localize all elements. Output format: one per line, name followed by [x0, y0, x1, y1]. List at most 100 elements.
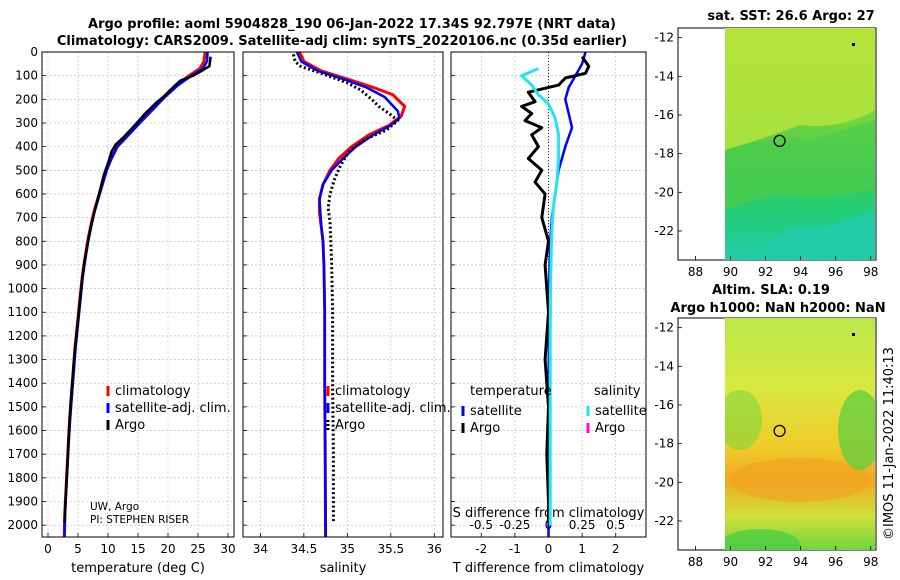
map-x-tick-label: 94: [793, 265, 808, 279]
sst-warm-patch: [725, 28, 875, 150]
map-x-tick-label: 96: [828, 555, 843, 569]
map-y-tick-label: -12: [654, 31, 674, 45]
pi-annotation: PI: STEPHEN RISER: [90, 514, 189, 526]
y-tick-label: 800: [15, 234, 38, 248]
map-x-tick-label: 98: [863, 555, 878, 569]
sst-profile-marker: [773, 134, 786, 148]
map-y-tick-label: -14: [654, 69, 674, 83]
legend-heading-temperature: temperature: [470, 384, 552, 399]
figure-title-line1: Argo profile: aoml 5904828_190 06-Jan-20…: [88, 17, 616, 32]
y-tick-label: 100: [15, 69, 38, 83]
x-tick-label: 10: [100, 542, 115, 556]
x-tick-label: 25: [190, 542, 205, 556]
x-axis-label: temperature (deg C): [71, 561, 205, 576]
s-tick-label: -0.5: [470, 518, 493, 532]
map-y-tick-label: -14: [654, 359, 674, 373]
legend-label: satellite: [595, 404, 647, 419]
y-tick-label: 1700: [7, 447, 38, 461]
legend-label: satellite-adj. clim.: [335, 401, 451, 416]
y-tick-label: 1200: [7, 329, 38, 343]
x-tick-label: 1: [578, 542, 586, 556]
plot-frame: [242, 51, 444, 538]
sla-low-patch-1: [838, 390, 875, 470]
x-tick-label: 35: [340, 542, 355, 556]
s-tick-label: -0.25: [499, 518, 530, 532]
map-y-tick-label: -20: [654, 185, 674, 199]
legend-label: Argo: [115, 418, 145, 433]
map-x-tick-label: 98: [863, 265, 878, 279]
map-y-tick-label: -18: [654, 147, 674, 161]
sla-float-dot: [852, 333, 855, 336]
y-tick-label: 1100: [7, 305, 38, 319]
y-tick-label: 1800: [7, 471, 38, 485]
plot-frame: [450, 51, 647, 538]
plot-area: [243, 52, 443, 537]
difference-panel: -2 -1 0 1 2-0.5 -0.25 0 0.25 0.5S difference fro…: [450, 51, 647, 576]
series-line-salinity-satellite: [520, 67, 561, 526]
series-line-argo: [63, 56, 212, 523]
legend-label: climatology: [115, 384, 191, 399]
map-x-tick-label: 92: [758, 555, 773, 569]
x-tick-label: -1: [509, 542, 521, 556]
y-tick-label: 300: [15, 116, 38, 130]
sla-low-patch-3: [725, 529, 800, 550]
sst-map-panel: sat. SST: 26.6 Argo: 27 88 90 92 94 96 98 -12 -…: [654, 9, 878, 279]
map-y-tick-label: -22: [654, 224, 674, 238]
map-x-tick-label: 90: [723, 555, 738, 569]
legend-label: Argo: [595, 421, 625, 436]
sla-map-panel: Altim. SLA: 0.19 Argo h1000: NaN h2000: …: [654, 283, 885, 569]
map-x-tick-label: 90: [723, 265, 738, 279]
x-tick-label: 15: [130, 542, 145, 556]
x-tick-label: 0: [545, 542, 553, 556]
map-x-tick-label: 96: [828, 265, 843, 279]
x-tick-label: 20: [160, 542, 175, 556]
y-tick-label: 400: [15, 140, 38, 154]
plot-frame: [41, 51, 235, 538]
series-line-temperature-argo: [520, 55, 591, 523]
y-tick-label: 600: [15, 187, 38, 201]
y-tick-label: 1000: [7, 282, 38, 296]
sst-map-title: sat. SST: 26.6 Argo: 27: [707, 9, 874, 24]
y-tick-label: 700: [15, 211, 38, 225]
map-x-tick-label: 94: [793, 555, 808, 569]
sla-low-patch-2: [725, 390, 762, 450]
pi-annotation: UW, Argo: [90, 501, 139, 513]
x-axis-label: salinity: [320, 561, 367, 576]
y-tick-label: 2000: [7, 518, 38, 532]
sla-map-title-line1: Altim. SLA: 0.19: [712, 283, 830, 298]
x-tick-label: 34: [253, 542, 268, 556]
y-tick-label: 900: [15, 258, 38, 272]
map-x-tick-label: 88: [688, 555, 703, 569]
y-tick-label: 1400: [7, 376, 38, 390]
y-tick-label: 1500: [7, 400, 38, 414]
map-y-tick-label: -18: [654, 437, 674, 451]
x-tick-label: 34.5: [291, 542, 318, 556]
sst-map-axes: 88 90 92 94 96 98 -12 -14 -16 -18 -20 -22: [654, 31, 878, 279]
s-tick-label: 0.25: [569, 518, 596, 532]
temperature-panel: 0 100 200 300 400 500 600 700 800 900 1000 1100 1200…: [7, 45, 235, 576]
legend-label: satellite: [470, 404, 522, 419]
x-tick-label: 36: [427, 542, 442, 556]
map-x-tick-label: 92: [758, 265, 773, 279]
y-tick-label: 0: [30, 45, 38, 59]
x-tick-label: 30: [220, 542, 235, 556]
y-tick-label: 200: [15, 92, 38, 106]
salinity-panel: 34 34.5 35 35.5 36 salinity climatology satelli…: [242, 51, 451, 576]
map-y-tick-label: -12: [654, 321, 674, 335]
sla-map-axes: 88 90 92 94 96 98 -12 -14 -16 -18 -20 -22: [654, 321, 878, 569]
x-tick-label: 35.5: [377, 542, 404, 556]
y-tick-label: 1300: [7, 353, 38, 367]
sst-mid-patch: [725, 120, 875, 210]
legend-label: Argo: [470, 421, 500, 436]
legend-label: Argo: [335, 418, 365, 433]
figure-title-line2: Climatology: CARS2009. Satellite-adj cli…: [57, 34, 627, 49]
y-tick-label: 1900: [7, 495, 38, 509]
s-tick-label: 0.5: [606, 518, 625, 532]
series-line-argo: [291, 54, 400, 523]
x-tick-label: 5: [74, 542, 82, 556]
sla-map-title-line2: Argo h1000: NaN h2000: NaN: [670, 301, 885, 316]
y-tick-label: 500: [15, 163, 38, 177]
copyright-stamp: ©IMOS 11-Jan-2022 11:40:13: [882, 347, 897, 540]
sst-cool-patch: [760, 210, 875, 260]
